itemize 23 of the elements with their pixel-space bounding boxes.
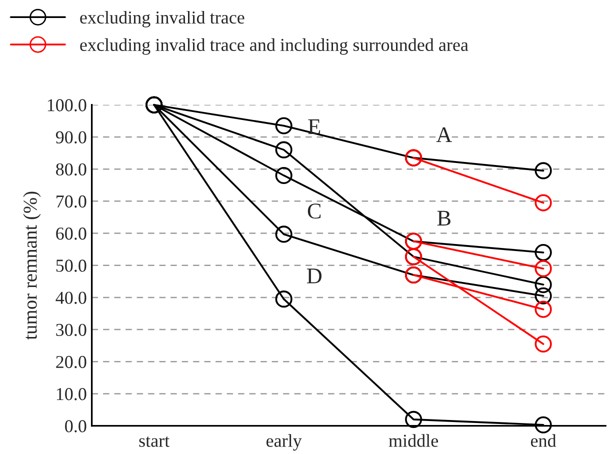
- y-tick-label: 30.0: [56, 324, 86, 336]
- y-tick-label: 20.0: [56, 356, 86, 368]
- annotation: D: [306, 268, 322, 284]
- legend-label: excluding invalid trace: [80, 10, 244, 28]
- y-tick-label: 50.0: [56, 260, 86, 272]
- x-tick-label: end: [530, 434, 556, 447]
- annotation: A: [436, 127, 452, 142]
- y-tick-label: 100.0: [48, 99, 86, 112]
- x-tick-label: start: [139, 436, 170, 447]
- y-tick-label: 10.0: [56, 388, 86, 400]
- y-axis-title: tumor remnant (%): [23, 192, 41, 340]
- x-tick-label: middle: [388, 434, 438, 447]
- legend-label: excluding invalid trace and including surrounded area: [80, 38, 468, 55]
- y-tick-label: 90.0: [56, 131, 86, 144]
- annotation: C: [308, 204, 321, 219]
- annotation: E: [308, 119, 320, 134]
- y-tick-label: 70.0: [56, 195, 86, 208]
- x-tick-label: early: [266, 434, 302, 451]
- y-tick-label: 80.0: [56, 163, 86, 176]
- y-tick-label: 40.0: [56, 292, 86, 304]
- y-tick-label: 0.0: [65, 420, 86, 432]
- y-tick-label: 60.0: [56, 228, 86, 240]
- annotation: B: [437, 210, 450, 226]
